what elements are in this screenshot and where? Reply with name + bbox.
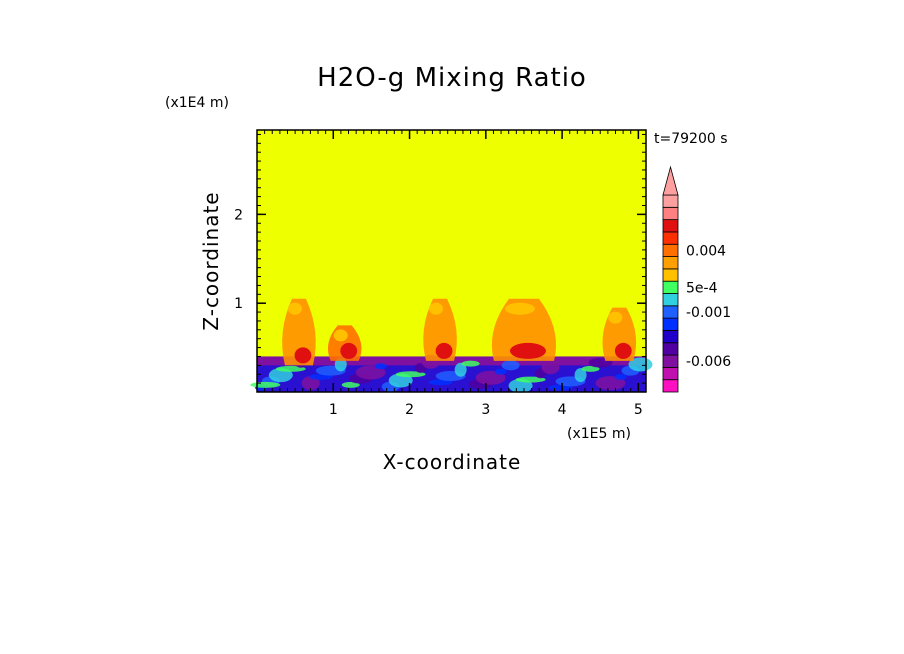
plume-edge	[608, 311, 623, 324]
x-tick-label: 2	[405, 402, 414, 418]
colorbar-swatch	[662, 366, 679, 381]
plume-edge	[287, 302, 302, 315]
surface-blob	[614, 373, 627, 380]
plume-edge	[333, 329, 348, 342]
colorbar-swatch	[662, 231, 679, 245]
surface-blob	[515, 376, 546, 383]
colorbar-swatch	[662, 256, 679, 270]
plume-core	[294, 347, 312, 364]
plume-edge	[429, 302, 444, 315]
y-scale-label: (x1E4 m)	[165, 95, 229, 111]
surface-blob	[541, 360, 560, 375]
colorbar-swatch	[662, 379, 679, 393]
x-tick-label: 5	[634, 402, 643, 418]
x-tick-label: 1	[329, 402, 338, 418]
colorbar: -0.006 -0.001 5e-4 0.004	[662, 165, 731, 393]
plume-core	[509, 342, 546, 359]
surface-blob	[374, 363, 387, 370]
surface-blob	[454, 362, 467, 377]
plume-edge	[504, 302, 535, 315]
colorbar-swatch	[662, 354, 679, 368]
surface-blob	[461, 360, 480, 367]
contour-field	[250, 298, 653, 393]
plume-core	[614, 342, 632, 359]
colorbar-swatch	[662, 317, 679, 331]
colorbar-label: 0.004	[686, 243, 726, 259]
surface-blob	[395, 371, 426, 378]
colorbar-swatch	[662, 268, 679, 282]
y-tick-label: 1	[234, 296, 243, 312]
colorbar-swatch	[662, 342, 679, 356]
surface-blob	[334, 357, 347, 372]
colorbar-swatch	[662, 293, 679, 307]
x-scale-label: (x1E5 m)	[567, 426, 631, 442]
axis-ticks: 1 2 3 4 5 1 2	[234, 130, 647, 418]
colorbar-swatch	[662, 243, 679, 257]
colorbar-label: -0.006	[686, 354, 731, 370]
x-tick-label: 4	[558, 402, 567, 418]
colorbar-label: 5e-4	[686, 280, 718, 296]
surface-blob	[301, 376, 320, 391]
surface-blob	[341, 381, 360, 388]
colorbar-swatch	[662, 194, 679, 208]
y-tick-label: 2	[234, 207, 243, 223]
surface-blob	[581, 365, 600, 372]
x-axis-label: X-coordinate	[383, 450, 522, 474]
plot-frame	[256, 129, 647, 393]
colorbar-swatch	[662, 305, 679, 319]
plume-core	[340, 342, 358, 359]
colorbar-swatch	[662, 206, 679, 221]
x-tick-label: 3	[481, 402, 490, 418]
chart-title: H2O-g Mixing Ratio	[317, 63, 587, 93]
surface-blob	[250, 381, 281, 388]
colorbar-arrow	[662, 165, 679, 196]
surface-blob	[494, 368, 507, 375]
time-label: t=79200 s	[654, 131, 728, 147]
y-axis-label: Z-coordinate	[199, 191, 223, 330]
surface-blob	[275, 365, 306, 372]
colorbar-swatch	[662, 219, 679, 233]
plume-core	[435, 342, 453, 359]
colorbar-swatch	[662, 330, 679, 344]
surface-blob	[501, 360, 520, 371]
colorbar-label: -0.001	[686, 305, 731, 321]
surface-blob	[574, 368, 587, 383]
colorbar-swatch	[662, 280, 679, 294]
plot-area: 1 2 3 4 5 1 2	[234, 129, 653, 418]
